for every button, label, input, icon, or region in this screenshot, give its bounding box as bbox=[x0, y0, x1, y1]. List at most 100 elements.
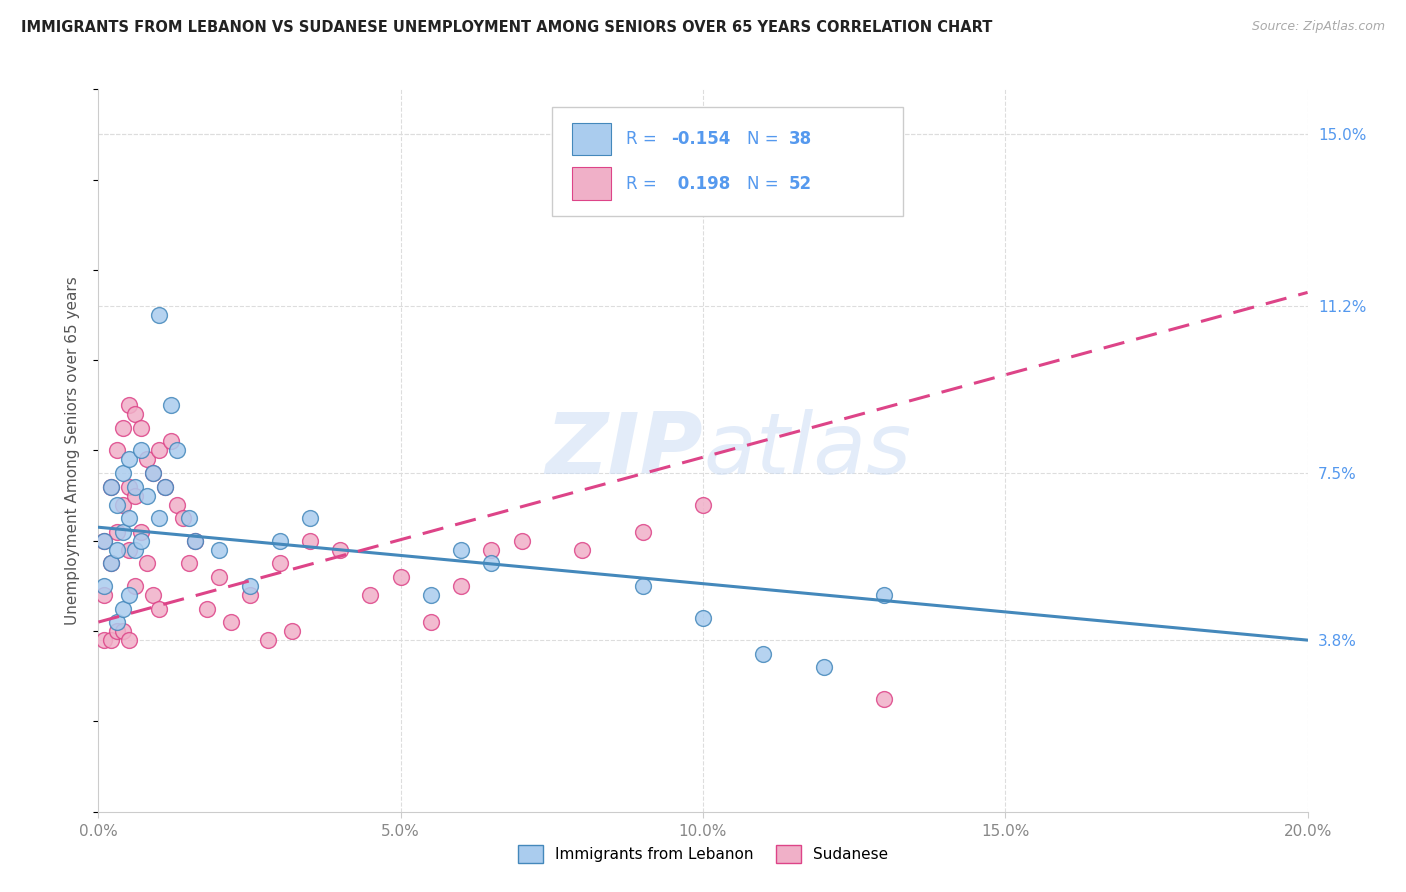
Legend: Immigrants from Lebanon, Sudanese: Immigrants from Lebanon, Sudanese bbox=[512, 839, 894, 869]
Point bbox=[692, 498, 714, 512]
Point bbox=[100, 480, 122, 494]
Point bbox=[142, 588, 165, 602]
Point bbox=[148, 601, 170, 615]
Point bbox=[142, 466, 165, 480]
Point bbox=[329, 542, 352, 557]
Point bbox=[148, 511, 170, 525]
Point bbox=[93, 533, 115, 548]
Point bbox=[111, 498, 134, 512]
Point bbox=[124, 579, 146, 593]
Point bbox=[135, 557, 157, 571]
Point bbox=[93, 579, 115, 593]
Point bbox=[135, 489, 157, 503]
Point bbox=[299, 511, 322, 525]
Point bbox=[631, 579, 654, 593]
Point bbox=[389, 570, 412, 584]
FancyBboxPatch shape bbox=[551, 107, 903, 216]
Point bbox=[631, 524, 654, 539]
Point bbox=[510, 533, 533, 548]
Point bbox=[105, 615, 128, 629]
Point bbox=[208, 570, 231, 584]
Point bbox=[195, 601, 218, 615]
Text: R =: R = bbox=[626, 130, 662, 148]
Point bbox=[166, 443, 188, 458]
Point bbox=[124, 407, 146, 421]
Point bbox=[111, 466, 134, 480]
Point bbox=[124, 489, 146, 503]
Bar bbox=[572, 123, 612, 155]
Point bbox=[239, 579, 262, 593]
Point bbox=[692, 610, 714, 624]
Point bbox=[105, 542, 128, 557]
Point bbox=[450, 579, 472, 593]
Point bbox=[129, 443, 152, 458]
Point bbox=[100, 557, 122, 571]
Point bbox=[111, 601, 134, 615]
Point bbox=[93, 633, 115, 648]
Point bbox=[450, 542, 472, 557]
Text: Source: ZipAtlas.com: Source: ZipAtlas.com bbox=[1251, 20, 1385, 33]
Point bbox=[118, 398, 141, 412]
Point bbox=[360, 588, 382, 602]
Point bbox=[100, 480, 122, 494]
Text: -0.154: -0.154 bbox=[672, 130, 731, 148]
Text: atlas: atlas bbox=[703, 409, 911, 492]
Text: R =: R = bbox=[626, 175, 662, 193]
Point bbox=[148, 443, 170, 458]
Point bbox=[93, 588, 115, 602]
Point bbox=[105, 443, 128, 458]
Point bbox=[148, 308, 170, 322]
Point bbox=[105, 498, 128, 512]
Point bbox=[299, 533, 322, 548]
Point bbox=[153, 480, 176, 494]
Point bbox=[129, 524, 152, 539]
Point bbox=[111, 624, 134, 639]
Point bbox=[118, 480, 141, 494]
Point bbox=[269, 533, 291, 548]
Point bbox=[179, 511, 201, 525]
Y-axis label: Unemployment Among Seniors over 65 years: Unemployment Among Seniors over 65 years bbox=[65, 277, 80, 624]
Point bbox=[118, 542, 141, 557]
Point bbox=[100, 557, 122, 571]
Text: ZIP: ZIP bbox=[546, 409, 703, 492]
Point bbox=[111, 524, 134, 539]
Point bbox=[571, 542, 593, 557]
Point bbox=[239, 588, 262, 602]
Point bbox=[269, 557, 291, 571]
Point bbox=[172, 511, 194, 525]
Point bbox=[281, 624, 304, 639]
Point bbox=[873, 691, 896, 706]
Point bbox=[160, 398, 183, 412]
Point bbox=[142, 466, 165, 480]
Point bbox=[256, 633, 278, 648]
Point bbox=[118, 511, 141, 525]
Point bbox=[208, 542, 231, 557]
Point bbox=[420, 588, 443, 602]
Point bbox=[752, 647, 775, 661]
Point bbox=[813, 660, 835, 674]
Point bbox=[124, 542, 146, 557]
Point bbox=[105, 624, 128, 639]
Point bbox=[105, 524, 128, 539]
Point bbox=[118, 633, 141, 648]
Point bbox=[93, 533, 115, 548]
Text: 38: 38 bbox=[789, 130, 813, 148]
Point bbox=[179, 557, 201, 571]
Point bbox=[118, 588, 141, 602]
Point bbox=[420, 615, 443, 629]
Text: IMMIGRANTS FROM LEBANON VS SUDANESE UNEMPLOYMENT AMONG SENIORS OVER 65 YEARS COR: IMMIGRANTS FROM LEBANON VS SUDANESE UNEM… bbox=[21, 20, 993, 35]
Text: 52: 52 bbox=[789, 175, 813, 193]
Point bbox=[166, 498, 188, 512]
Point bbox=[481, 542, 503, 557]
Point bbox=[184, 533, 207, 548]
Text: N =: N = bbox=[747, 130, 783, 148]
Point bbox=[873, 588, 896, 602]
Text: 0.198: 0.198 bbox=[672, 175, 730, 193]
Point bbox=[135, 452, 157, 467]
Point bbox=[481, 557, 503, 571]
Point bbox=[153, 480, 176, 494]
Point bbox=[160, 434, 183, 449]
Point bbox=[118, 452, 141, 467]
Point bbox=[100, 633, 122, 648]
Point bbox=[124, 480, 146, 494]
